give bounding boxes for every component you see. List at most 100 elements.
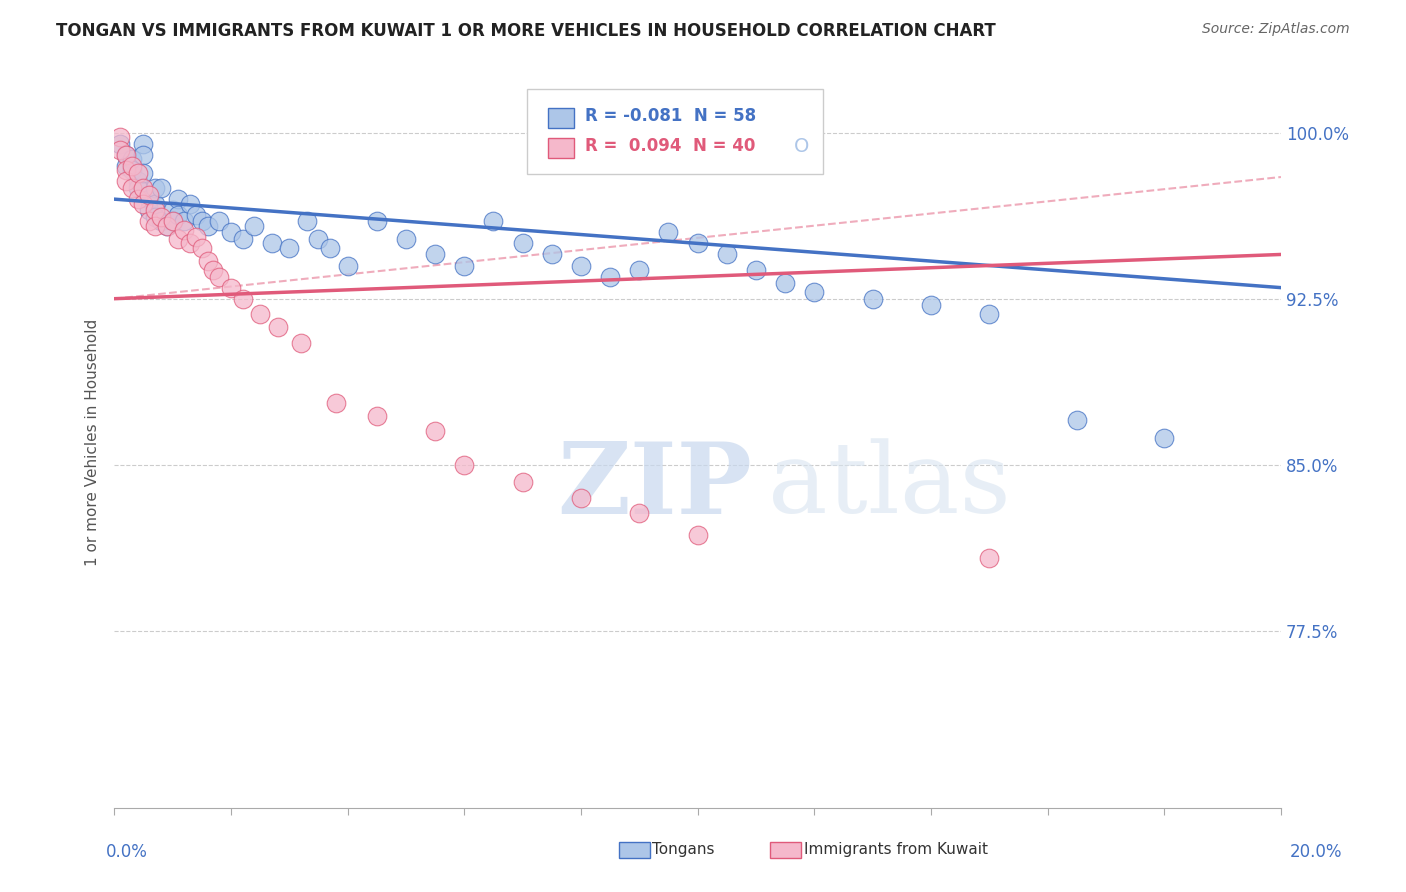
Point — [179, 196, 201, 211]
Point — [482, 214, 505, 228]
Point — [290, 335, 312, 350]
Point — [1066, 413, 1088, 427]
Point — [132, 148, 155, 162]
Text: R =  0.094  N = 40: R = 0.094 N = 40 — [585, 137, 755, 155]
Text: R = -0.081  N = 58: R = -0.081 N = 58 — [585, 107, 756, 125]
Point — [325, 395, 347, 409]
Point — [108, 130, 131, 145]
Point — [132, 165, 155, 179]
Point — [132, 136, 155, 151]
Text: Source: ZipAtlas.com: Source: ZipAtlas.com — [1202, 22, 1350, 37]
Point — [208, 214, 231, 228]
Point — [184, 229, 207, 244]
Point — [115, 174, 138, 188]
Text: TONGAN VS IMMIGRANTS FROM KUWAIT 1 OR MORE VEHICLES IN HOUSEHOLD CORRELATION CHA: TONGAN VS IMMIGRANTS FROM KUWAIT 1 OR MO… — [56, 22, 995, 40]
Point — [162, 214, 184, 228]
Point — [366, 409, 388, 423]
Point — [266, 320, 288, 334]
Point — [149, 210, 172, 224]
Point — [336, 259, 359, 273]
Point — [143, 181, 166, 195]
Point — [167, 192, 190, 206]
Point — [184, 208, 207, 222]
Point — [127, 181, 149, 195]
Point — [249, 307, 271, 321]
Point — [115, 159, 138, 173]
Point — [190, 241, 212, 255]
Point — [121, 163, 143, 178]
Point — [138, 214, 160, 228]
Point — [920, 298, 942, 312]
Point — [108, 136, 131, 151]
Point — [657, 225, 679, 239]
Point — [143, 203, 166, 218]
Point — [162, 203, 184, 218]
Text: Immigrants from Kuwait: Immigrants from Kuwait — [804, 842, 988, 856]
Point — [162, 214, 184, 228]
Text: 0.0%: 0.0% — [105, 843, 148, 861]
Point — [512, 236, 534, 251]
Text: O: O — [794, 136, 808, 156]
Point — [1153, 431, 1175, 445]
Text: Tongans: Tongans — [652, 842, 714, 856]
Point — [138, 203, 160, 218]
Point — [979, 550, 1001, 565]
Point — [453, 458, 475, 472]
Point — [127, 174, 149, 188]
Point — [540, 247, 562, 261]
Point — [716, 247, 738, 261]
Point — [423, 425, 446, 439]
Point — [121, 159, 143, 173]
Point — [127, 165, 149, 179]
Text: atlas: atlas — [768, 439, 1011, 534]
Point — [132, 181, 155, 195]
Point — [190, 214, 212, 228]
Point — [197, 219, 219, 233]
Point — [243, 219, 266, 233]
Point — [179, 236, 201, 251]
Point — [628, 263, 651, 277]
Point — [773, 277, 796, 291]
Text: 20.0%: 20.0% — [1291, 843, 1343, 861]
Point — [167, 232, 190, 246]
Point — [278, 241, 301, 255]
Point — [979, 307, 1001, 321]
Point — [319, 241, 342, 255]
Point — [686, 236, 709, 251]
Point — [745, 263, 768, 277]
Point — [143, 196, 166, 211]
Text: ZIP: ZIP — [558, 438, 752, 535]
Point — [115, 148, 138, 162]
Point — [138, 187, 160, 202]
Point — [569, 259, 592, 273]
Point — [260, 236, 283, 251]
Point — [569, 491, 592, 505]
Point — [202, 263, 225, 277]
Point — [115, 163, 138, 178]
Point — [219, 225, 242, 239]
Point — [307, 232, 329, 246]
Point — [143, 219, 166, 233]
Point — [173, 223, 195, 237]
Point — [127, 192, 149, 206]
Point — [219, 280, 242, 294]
Point — [599, 269, 621, 284]
Point — [156, 219, 179, 233]
Point — [167, 208, 190, 222]
Point — [395, 232, 418, 246]
Point — [138, 192, 160, 206]
Point — [156, 219, 179, 233]
Point — [862, 292, 884, 306]
Point — [803, 285, 825, 299]
Point — [143, 210, 166, 224]
Point — [628, 506, 651, 520]
Point — [149, 181, 172, 195]
Point — [108, 144, 131, 158]
Point — [197, 254, 219, 268]
Point — [423, 247, 446, 261]
Point — [115, 148, 138, 162]
Point — [686, 528, 709, 542]
Point — [231, 232, 253, 246]
Y-axis label: 1 or more Vehicles in Household: 1 or more Vehicles in Household — [86, 319, 100, 566]
Point — [121, 153, 143, 167]
